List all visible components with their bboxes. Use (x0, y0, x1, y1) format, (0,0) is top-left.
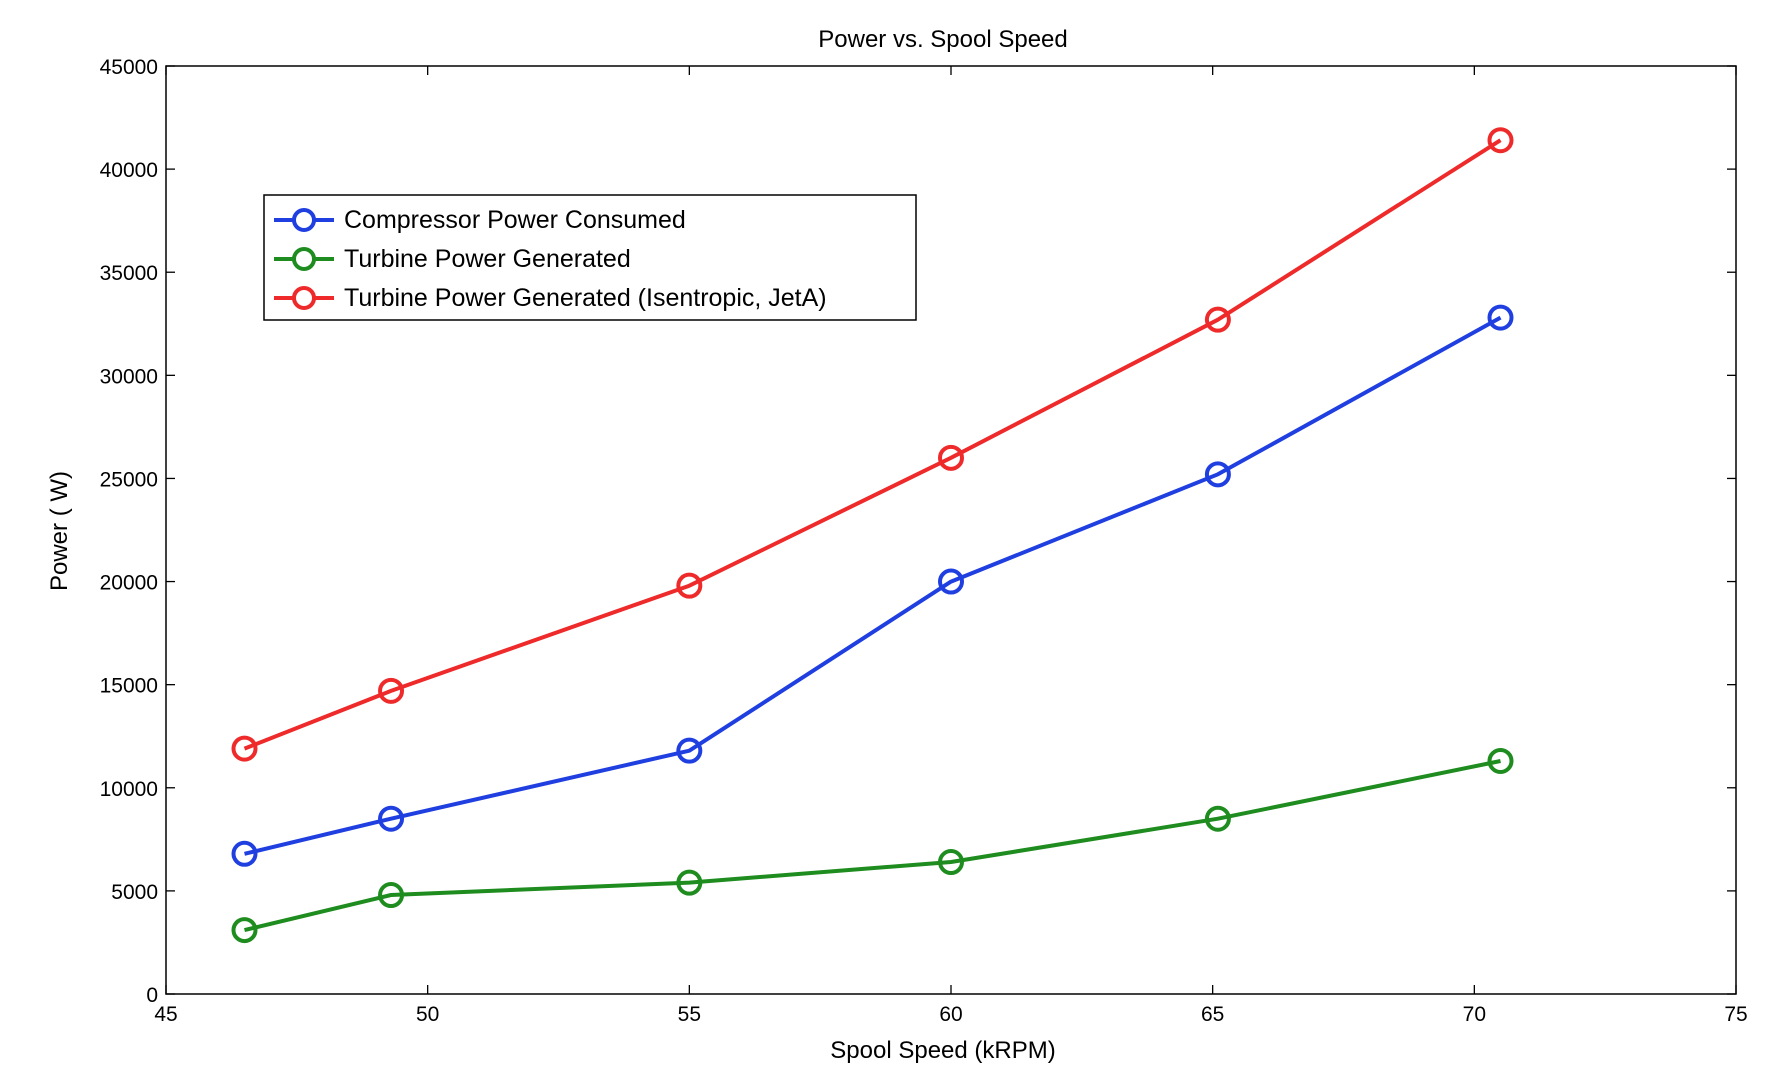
series-1 (231, 304, 1514, 867)
x-tick-label: 45 (154, 1003, 177, 1026)
data-point-marker (938, 444, 964, 471)
data-point-marker (378, 677, 405, 704)
data-point-marker (938, 568, 964, 595)
data-point-marker (1487, 747, 1514, 774)
legend: Compressor Power Consumed Turbine Power G… (263, 194, 917, 321)
y-tick-label: 35000 (100, 262, 158, 285)
data-point-marker (1487, 127, 1514, 154)
legend-swatch-marker (292, 208, 316, 232)
legend-swatch-marker (292, 247, 316, 271)
data-point-marker (231, 840, 258, 867)
data-point-marker (1487, 304, 1514, 331)
y-axis-label: Power ( W) (46, 471, 73, 591)
y-tick-label: 10000 (100, 778, 158, 801)
data-point-marker (1204, 306, 1231, 333)
series-line (244, 315, 1502, 856)
series-3 (231, 127, 1514, 762)
x-tick-label: 50 (416, 1003, 439, 1026)
legend-label: Turbine Power Generated (344, 245, 631, 273)
y-tick-label: 15000 (100, 675, 158, 698)
y-tick-label: 45000 (100, 56, 158, 79)
y-tick-label: 20000 (100, 572, 158, 595)
series-line (243, 138, 1502, 751)
chart-labels: Power vs. Spool Speed Spool Speed (kRPM)… (46, 26, 1068, 1064)
chart-title: Power vs. Spool Speed (818, 26, 1067, 53)
y-tick-label: 25000 (100, 468, 158, 491)
series-2 (231, 747, 1514, 944)
legend-box (263, 194, 917, 321)
data-point-marker (231, 735, 258, 762)
x-tick-label: 70 (1463, 1003, 1486, 1026)
x-tick-label: 55 (678, 1003, 701, 1026)
series-line (244, 759, 1501, 933)
y-tick-label: 30000 (100, 365, 158, 388)
data-point-marker (1204, 461, 1231, 488)
y-tick-label: 40000 (100, 159, 158, 182)
legend-entry: Compressor Power Consumed (274, 206, 686, 234)
data-point-marker (378, 805, 405, 832)
data-point-marker (378, 882, 405, 909)
legend-label: Compressor Power Consumed (344, 206, 686, 234)
x-tick-label: 65 (1201, 1003, 1224, 1026)
x-tick-label: 75 (1724, 1003, 1747, 1026)
series-group (231, 127, 1514, 944)
data-point-marker (1204, 805, 1231, 832)
data-point-marker (676, 869, 703, 896)
legend-entry: Turbine Power Generated (274, 245, 631, 273)
data-point-marker (676, 737, 703, 764)
y-tick-label: 0 (146, 984, 158, 1007)
legend-entry: Turbine Power Generated (Isentropic, Jet… (274, 284, 827, 312)
data-point-marker (231, 917, 258, 944)
data-point-marker (676, 572, 703, 599)
legend-label: Turbine Power Generated (Isentropic, Jet… (344, 284, 827, 312)
axis-ticks: 45 50 55 60 65 70 75 0 5000 10000 15000 20000 25000 3… (100, 56, 1748, 1026)
legend-swatch-marker (292, 286, 316, 310)
y-tick-label: 5000 (111, 881, 158, 904)
x-axis-label: Spool Speed (kRPM) (830, 1037, 1055, 1064)
data-point-marker (938, 849, 964, 876)
x-tick-label: 60 (939, 1003, 962, 1026)
